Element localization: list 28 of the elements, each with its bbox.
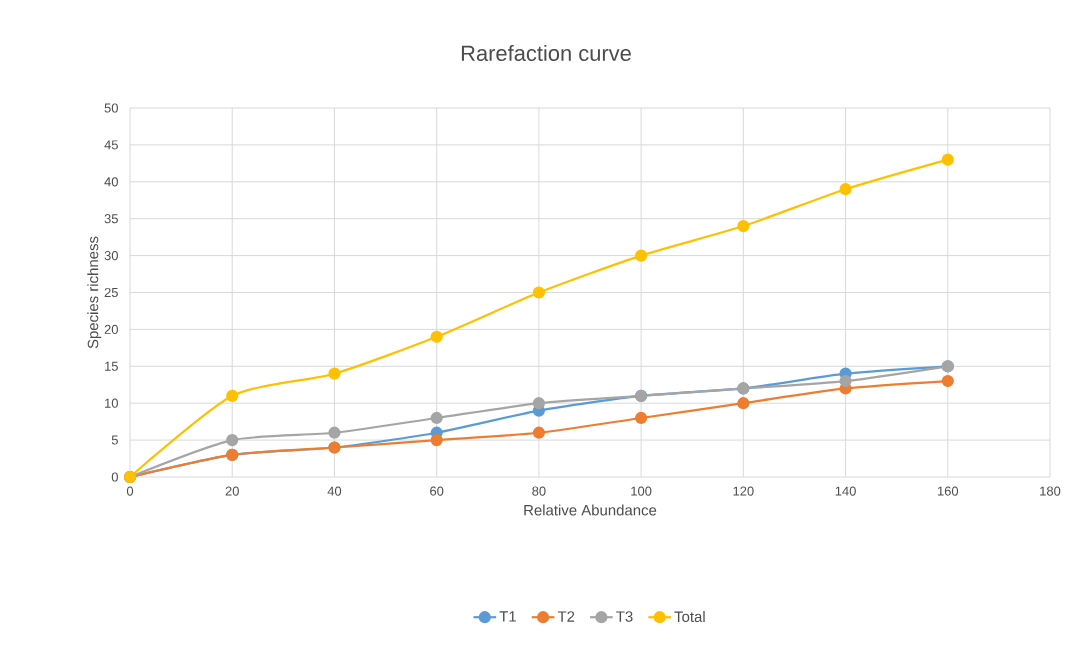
y-tick-label: 25: [104, 287, 118, 298]
x-tick-label: 160: [937, 486, 959, 496]
y-tick-label: 15: [105, 361, 118, 371]
y-tick-label: 30: [104, 251, 118, 261]
y-axis-title: Species richness: [87, 236, 102, 349]
x-tick-label: 0: [126, 486, 134, 496]
x-axis-title: Relative Abundance: [524, 504, 657, 516]
y-tick-label: 5: [111, 435, 118, 445]
x-tick-label: 40: [327, 486, 342, 496]
y-tick-label: 50: [104, 103, 118, 113]
x-tick-label: 80: [532, 486, 546, 496]
y-tick-label: 35: [104, 214, 118, 224]
x-tick-label: 140: [835, 486, 856, 496]
legend-label: T1: [499, 611, 516, 622]
x-tick-label: 20: [225, 486, 239, 496]
y-tick-label: 45: [104, 140, 118, 150]
y-tick-label: 10: [105, 398, 118, 408]
x-tick-label: 180: [1040, 486, 1061, 496]
legend-label: T3: [616, 611, 633, 622]
legend-label: Total: [674, 611, 705, 623]
y-tick-label: 20: [104, 324, 118, 334]
chart-title: Rarefaction curve: [461, 44, 631, 62]
legend-label: T2: [557, 611, 575, 622]
x-tick-label: 100: [631, 486, 652, 496]
x-tick-label: 120: [733, 486, 754, 496]
x-tick-label: 60: [430, 486, 444, 496]
y-tick-label: 0: [111, 472, 118, 482]
y-tick-label: 40: [104, 177, 118, 187]
